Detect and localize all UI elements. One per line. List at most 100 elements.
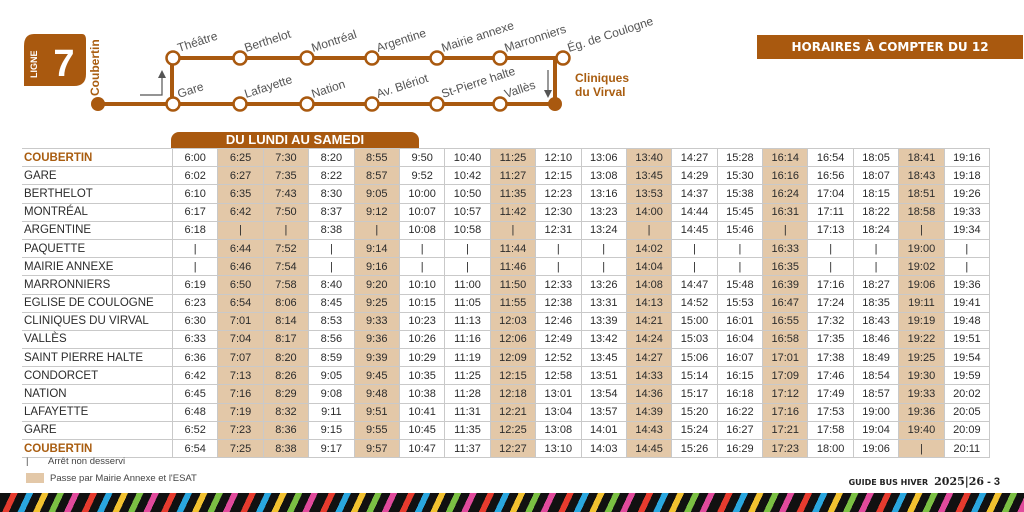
time-cell: 19:06 [898,275,945,295]
table-row: COUBERTIN 6:54 7:25 8:38 9:17 9:57 10:47 11:37 1… [22,438,991,459]
map-stop-dot [165,50,181,66]
time-cell: | [444,238,491,259]
time-cell: 16:35 [762,257,809,277]
footer-year: 2025|26 [934,475,985,488]
time-cell: 17:58 [807,420,854,441]
time-cell: 10:47 [398,438,446,459]
time-cell: | [898,438,945,459]
time-cell: 9:25 [353,293,400,313]
time-cell: 11:13 [444,311,491,331]
time-cell: 7:43 [262,184,310,204]
time-cell: 18:41 [898,147,945,168]
time-cell: 14:27 [625,348,673,368]
table-row: BERTHELOT 6:10 6:35 7:43 8:30 9:05 10:00 10:50 1… [22,184,991,204]
time-cell: 18:24 [852,220,900,240]
time-cell: | [398,238,446,259]
time-cell: 7:19 [217,402,264,422]
time-cell: 13:54 [580,384,627,404]
time-cell: 14:44 [671,202,718,222]
time-cell: 11:35 [444,420,491,441]
time-cell: 9:20 [353,275,400,295]
time-cell: 11:19 [444,348,491,368]
time-cell: 12:46 [535,311,582,331]
time-cell: 14:45 [625,438,673,459]
footer-page: 3 [993,476,1000,488]
time-cell: 10:15 [398,293,446,313]
time-cell: 17:16 [807,275,854,295]
time-cell: 13:16 [580,184,627,204]
time-cell: 11:42 [489,202,537,222]
legend-not-served: | Arrêt non desservi [26,456,125,467]
time-cell: 6:44 [217,238,264,259]
time-cell: | [398,257,446,277]
time-cell: 10:58 [444,220,491,240]
legend-mairie-esat: Passe par Mairie Annexe et l'ESAT [26,473,197,484]
time-cell: 13:51 [580,366,627,386]
time-cell: 8:26 [262,366,310,386]
time-cell: 13:08 [535,420,582,441]
time-cell: 14:00 [625,202,673,222]
time-cell: | [171,238,219,259]
time-cell: 17:04 [807,184,854,204]
table-row: COUBERTIN 6:00 6:25 7:30 8:20 8:55 9:50 10:40 11… [22,147,991,168]
terminus-dot-start [91,97,105,111]
time-cell: 19:41 [943,293,991,313]
stop-name: NATION [22,384,173,404]
stop-name: COUBERTIN [22,438,173,459]
time-cell: 18:49 [852,348,900,368]
time-cell: 8:45 [308,293,355,313]
time-cell: 8:56 [308,329,355,350]
map-stop-label: Théâtre [176,29,220,55]
time-cell: | [353,220,400,240]
time-cell: 12:09 [489,348,537,368]
time-cell: 8:38 [262,438,310,459]
not-served-mark: | [26,456,29,467]
time-cell: 9:12 [353,202,400,222]
time-cell: 11:46 [489,257,537,277]
time-cell: 18:27 [852,275,900,295]
time-cell: 11:37 [444,438,491,459]
time-cell: | [489,220,537,240]
stop-name: GARE [22,166,173,186]
time-cell: 14:37 [671,184,718,204]
time-cell: 19:59 [943,366,991,386]
line-number: 7 [53,43,74,85]
time-cell: 8:20 [308,147,355,168]
time-cell: 8:37 [308,202,355,222]
time-cell: 7:58 [262,275,310,295]
time-cell: 6:25 [217,147,264,168]
time-cell: 13:24 [580,220,627,240]
table-row: SAINT PIERRE HALTE 6:36 7:07 8:20 8:59 9:39 10… [22,348,991,368]
time-cell: | [852,257,900,277]
time-cell: 19:06 [852,438,900,459]
time-cell: 10:40 [444,147,491,168]
time-cell: 19:26 [943,184,991,204]
time-cell: | [807,257,854,277]
time-cell: 10:50 [444,184,491,204]
time-cell: 10:57 [444,202,491,222]
time-cell: 8:14 [262,311,310,331]
time-cell: 6:00 [171,147,219,168]
line-word: LIGNE [29,50,39,78]
time-cell: 13:06 [580,147,627,168]
time-cell: 19:22 [898,329,945,350]
time-cell: 16:14 [762,147,809,168]
time-cell: 12:18 [489,384,537,404]
time-cell: 16:04 [716,329,764,350]
time-cell: 7:54 [262,257,310,277]
timetable: COUBERTIN 6:00 6:25 7:30 8:20 8:55 9:50 10:40 11… [22,147,991,459]
time-cell: 15:45 [716,202,764,222]
time-cell: 9:08 [308,384,355,404]
time-cell: 16:39 [762,275,809,295]
time-cell: 13:01 [535,384,582,404]
time-cell: 19:54 [943,348,991,368]
time-cell: 8:59 [308,348,355,368]
time-cell: 6:52 [171,420,219,441]
time-cell: | [444,257,491,277]
time-cell: 6:27 [217,166,264,186]
time-cell: 11:05 [444,293,491,313]
map-stop-label: Berthelot [243,26,294,54]
time-cell: 6:50 [217,275,264,295]
time-cell: 9:39 [353,348,400,368]
time-cell: 12:31 [535,220,582,240]
